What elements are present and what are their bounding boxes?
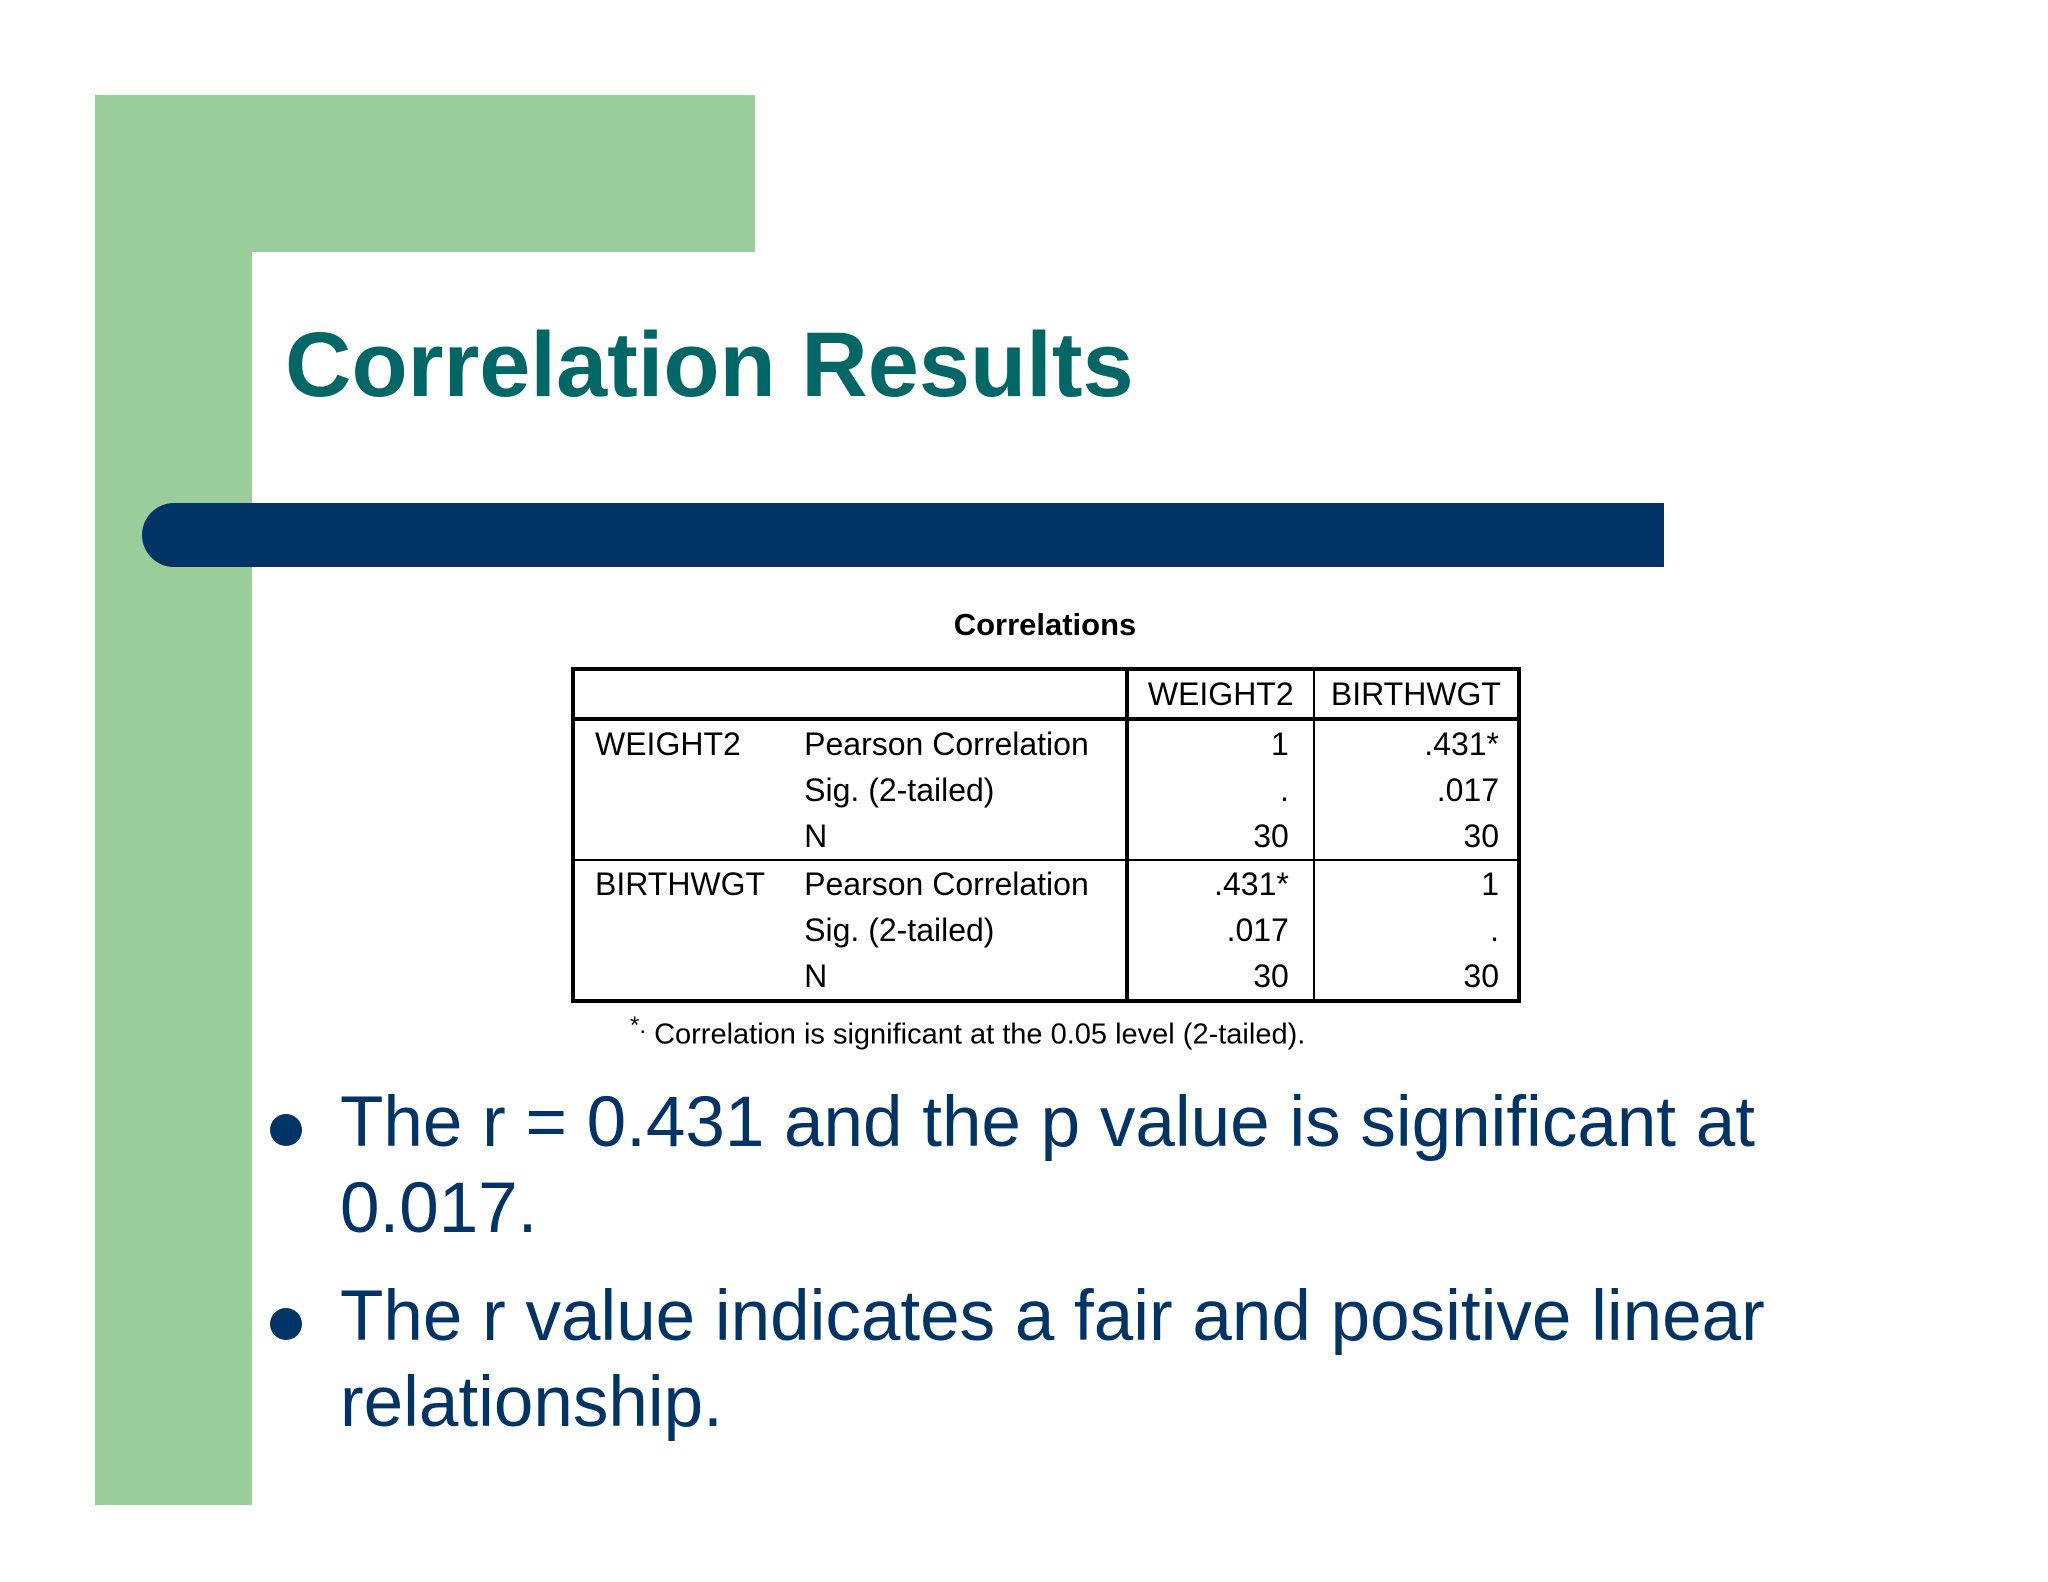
weight2-value: 30 <box>1124 813 1314 861</box>
variable-label: WEIGHT2 <box>595 726 741 762</box>
bullet-text: The r = 0.431 and the p value is signifi… <box>340 1083 1755 1248</box>
birthwgt-value: 30 <box>1312 953 1519 1001</box>
birthwgt-value: .017 <box>1312 767 1519 813</box>
title-divider-bar <box>142 503 1664 567</box>
bullet-dot-icon <box>270 1114 302 1146</box>
birthwgt-value: .431* <box>1312 719 1519 767</box>
table-footnote: *. Correlation is significant at the 0.0… <box>630 1012 1305 1052</box>
column-header <box>790 669 1127 721</box>
table-row: Sig. (2-tailed) . .017 <box>573 767 1519 813</box>
statistic-label: Sig. (2-tailed) <box>804 912 995 948</box>
bullet-text: The r value indicates a fair and positiv… <box>340 1277 1765 1442</box>
slide-title: Correlation Results <box>285 314 1134 416</box>
birthwgt-value: . <box>1312 907 1519 953</box>
column-header-weight2: WEIGHT2 <box>1124 669 1314 721</box>
table-row: BIRTHWGT Pearson Correlation .431* 1 <box>573 860 1519 907</box>
variable-label <box>573 953 790 1001</box>
statistic-label: N <box>804 958 828 994</box>
weight2-value: .431* <box>1124 860 1314 907</box>
column-header-birthwgt: BIRTHWGT <box>1312 669 1519 721</box>
variable-label: BIRTHWGT <box>595 866 766 902</box>
rounded-corner <box>252 252 372 372</box>
statistic-label: Sig. (2-tailed) <box>804 772 995 808</box>
table-row: Sig. (2-tailed) .017 . <box>573 907 1519 953</box>
footnote-text: Correlation is significant at the 0.05 l… <box>654 1018 1306 1051</box>
bullet-list: The r = 0.431 and the p value is signifi… <box>270 1080 1830 1468</box>
birthwgt-value: 1 <box>1312 860 1519 907</box>
statistic-label: Pearson Correlation <box>804 726 1089 762</box>
bullet-item: The r value indicates a fair and positiv… <box>270 1274 1830 1446</box>
table-row: N 30 30 <box>573 953 1519 1001</box>
variable-label <box>573 813 791 861</box>
variable-label <box>573 767 790 813</box>
table-caption: Correlations <box>953 607 1137 642</box>
bullet-item: The r = 0.431 and the p value is signifi… <box>270 1080 1830 1252</box>
weight2-value: .017 <box>1124 907 1314 953</box>
column-header <box>573 669 791 721</box>
statistic-label: N <box>790 813 1127 861</box>
bullet-dot-icon <box>270 1308 302 1340</box>
birthwgt-value: 30 <box>1312 813 1519 861</box>
weight2-value: 1 <box>1124 719 1314 767</box>
weight2-value: . <box>1124 767 1314 813</box>
weight2-value: 30 <box>1124 953 1314 1001</box>
table-row: N 30 30 <box>573 813 1519 861</box>
statistic-label: Pearson Correlation <box>804 866 1089 902</box>
variable-label <box>573 907 790 953</box>
footnote-mark: *. <box>630 1012 647 1039</box>
correlations-table: WEIGHT2 BIRTHWGT WEIGHT2 Pearson Correla… <box>571 667 1521 1003</box>
accent-bar-side <box>95 95 252 1505</box>
table-row: WEIGHT2 Pearson Correlation 1 .431* <box>573 719 1519 767</box>
table-header-row: WEIGHT2 BIRTHWGT <box>573 669 1519 721</box>
